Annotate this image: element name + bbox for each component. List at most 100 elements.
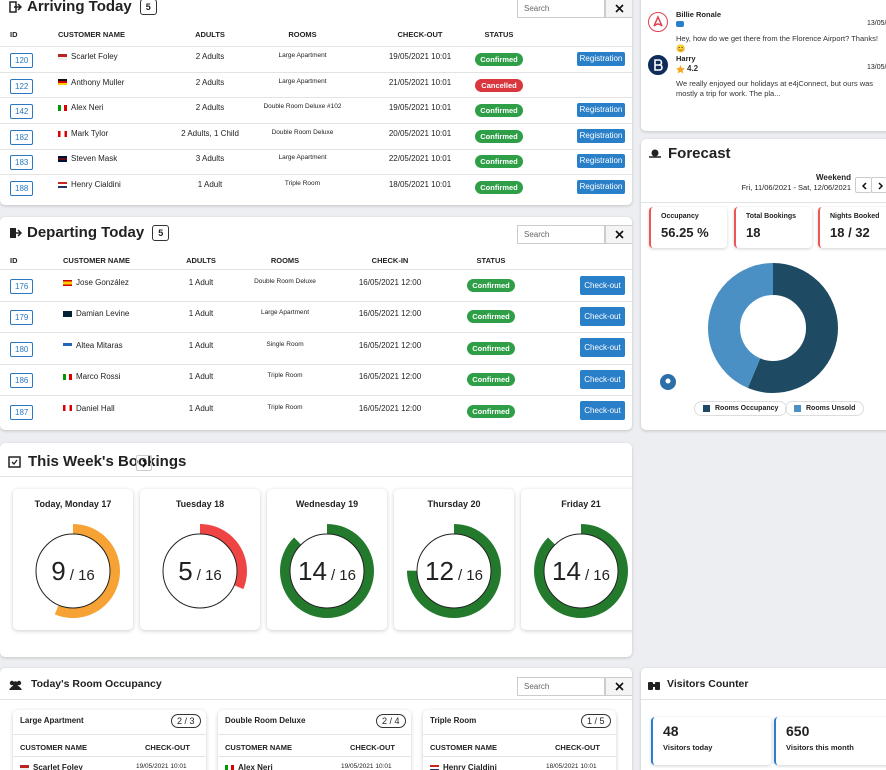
stat-label: Total Bookings <box>746 213 797 220</box>
customer-name-text: Jose González <box>76 278 129 287</box>
panel-title: This Week's Bookings <box>28 453 187 470</box>
action-button[interactable]: Check-out <box>580 306 625 326</box>
cell-room: Double Room Deluxe <box>254 278 316 285</box>
panel-title-row: Departing Today 5 <box>27 224 170 241</box>
booked-count: 5 <box>178 556 193 586</box>
action-button[interactable]: Check-out <box>580 275 625 295</box>
booking-id[interactable]: 180 <box>10 341 34 357</box>
nav-button[interactable] <box>871 177 886 193</box>
close-button[interactable] <box>605 225 632 244</box>
close-button[interactable] <box>605 677 632 696</box>
day-gauge <box>26 524 120 618</box>
booking-id[interactable]: 187 <box>10 404 34 420</box>
booking-id[interactable]: 120 <box>10 53 34 68</box>
reviews-panel: Billie Ronale 13/05/2021 Hey, how do we ge… <box>641 0 886 131</box>
action-button[interactable]: Check-out <box>580 401 625 421</box>
day-label: Thursday 20 <box>427 499 481 509</box>
donut-segment <box>708 263 838 393</box>
status-badge: Cancelled <box>475 78 523 92</box>
action-button[interactable]: Registration <box>577 52 625 66</box>
column-header: CUSTOMER NAME <box>225 743 292 752</box>
cell-date: 16/05/2021 12:00 <box>358 403 422 413</box>
search-box[interactable]: Search <box>517 677 605 696</box>
visitors-panel: Visitors Counter 48 Visitors today 650 Visit… <box>641 668 886 770</box>
row-separator <box>0 71 632 73</box>
icon <box>648 682 660 690</box>
stat-value: 18 / 32 <box>830 225 870 240</box>
review-rating: 4.2 <box>676 64 698 74</box>
day-label: Today, Monday 17 <box>34 499 112 509</box>
gauge-arc <box>407 524 501 618</box>
visitor-card: 650 Visitors this month <box>774 717 886 765</box>
cell-date: 16/05/2021 12:00 <box>358 372 422 382</box>
total-count: 16 <box>458 567 483 584</box>
customer-name: Daniel Hall <box>63 404 115 413</box>
status-badge: Confirmed <box>475 104 523 118</box>
booking-id[interactable]: 188 <box>10 181 34 196</box>
panel-title: Forecast <box>668 145 731 162</box>
icon <box>648 55 668 75</box>
row-separator <box>0 363 632 365</box>
row-separator <box>0 174 632 176</box>
booking-id[interactable]: 182 <box>10 129 34 145</box>
search-box[interactable]: Search <box>517 0 605 18</box>
reviewer-name: Billie Ronale <box>676 10 722 19</box>
panel-title: Visitors Counter <box>667 678 749 690</box>
day-label: Tuesday 18 <box>175 499 225 509</box>
icon <box>615 4 624 13</box>
cell-room: Triple Room <box>267 403 303 411</box>
column-header: CUSTOMER NAME <box>58 30 125 39</box>
booking-id[interactable]: 183 <box>10 155 34 171</box>
cell-date: 22/05/2021 10:01 <box>388 154 452 164</box>
column-header: ID <box>10 256 18 265</box>
icon <box>9 680 22 690</box>
column-header: CHECK-IN <box>371 256 409 265</box>
room-occupancy: 2 / 3 <box>171 714 201 728</box>
action-button[interactable]: Check-out <box>580 369 625 389</box>
nav-button[interactable] <box>855 177 872 193</box>
day-count: 516 <box>140 556 260 587</box>
booking-id[interactable]: 179 <box>10 310 34 326</box>
customer-name: Jose González <box>63 278 129 287</box>
icon <box>615 230 624 239</box>
status-badge: Confirmed <box>467 310 515 324</box>
review-date: 13/05/2021 <box>867 20 886 27</box>
icon <box>878 182 884 190</box>
divider <box>13 756 206 757</box>
action-button[interactable]: Registration <box>577 154 625 169</box>
visitor-value: 650 <box>786 723 810 739</box>
action-button[interactable]: Registration <box>577 180 625 194</box>
action-button[interactable]: Registration <box>577 128 625 143</box>
reviewer-name: Harry <box>676 54 696 63</box>
booking-id[interactable]: 186 <box>10 373 34 389</box>
close-button[interactable] <box>605 0 632 18</box>
day-card: Today, Monday 17 916 <box>13 489 133 630</box>
icon <box>649 149 661 158</box>
gauge-inner <box>162 533 238 609</box>
gauge-inner <box>289 533 365 609</box>
action-button[interactable]: Check-out <box>580 338 625 358</box>
next-button[interactable] <box>136 455 152 471</box>
booking-id[interactable]: 122 <box>10 78 34 94</box>
action-button[interactable]: Registration <box>577 103 625 118</box>
forecast-period: Weekend <box>816 173 851 182</box>
room-name: Double Room Deluxe <box>225 716 306 725</box>
search-box[interactable]: Search <box>517 225 605 244</box>
review-date: 13/05/2021 <box>867 64 886 71</box>
gauge-arc <box>280 524 374 618</box>
legend-swatch <box>703 405 710 412</box>
booked-count: 14 <box>298 556 327 586</box>
day-label: Friday 21 <box>561 499 601 509</box>
icon <box>676 21 684 27</box>
customer-name-text: Marco Rossi <box>76 372 121 382</box>
icon <box>142 459 147 468</box>
cell-adults: 1 Adult <box>188 340 214 350</box>
panel-title: Arriving Today <box>27 0 132 15</box>
day-count: 1416 <box>267 556 387 587</box>
booking-id[interactable]: 176 <box>10 279 34 294</box>
customer-name-text: Alex Neri <box>71 103 104 113</box>
legend-item: Rooms Occupancy <box>694 401 788 416</box>
booking-id[interactable]: 142 <box>10 104 34 120</box>
divider <box>218 756 411 757</box>
status-badge: Confirmed <box>467 404 515 418</box>
